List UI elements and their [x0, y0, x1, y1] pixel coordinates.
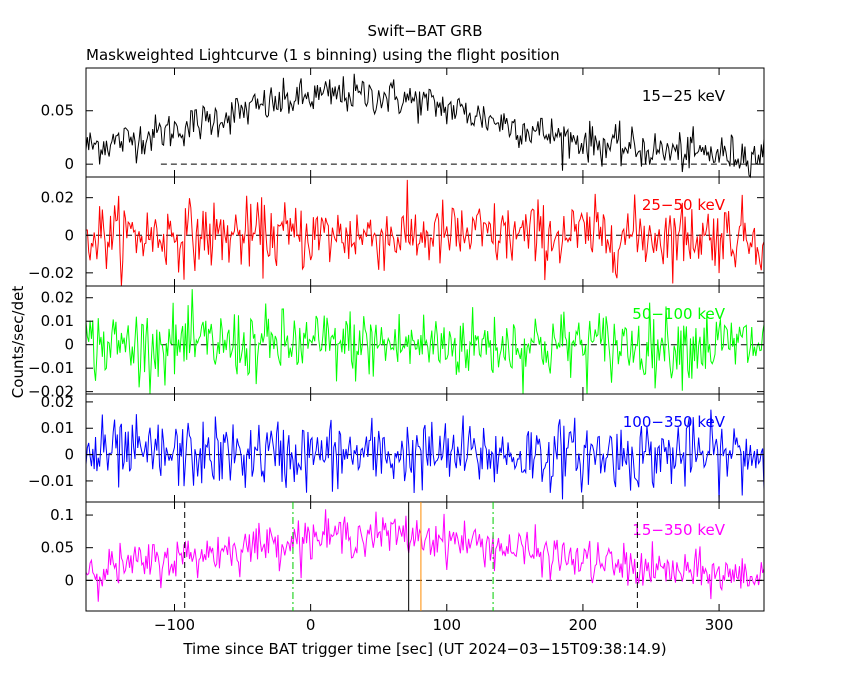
- panel-label: 15−350 keV: [632, 521, 725, 539]
- y-tick-label: 0: [64, 226, 74, 244]
- panel-frame: [85, 176, 765, 287]
- panel-frame: [85, 501, 765, 612]
- y-tick-label: 0.02: [41, 289, 74, 307]
- y-tick-label: −0.02: [28, 383, 74, 401]
- panel-2: −0.02 0 0.02 25−50 keV: [28, 176, 765, 287]
- chart-title: Swift−BAT GRB: [367, 22, 482, 40]
- panel-frame: [85, 67, 765, 178]
- panel-frame: [85, 393, 765, 503]
- y-tick-label: 0.01: [41, 419, 74, 437]
- y-tick-label: 0.1: [50, 506, 74, 524]
- series-line: [85, 73, 765, 179]
- y-tick-label: 0.05: [41, 102, 74, 120]
- y-tick-label: 0: [64, 155, 74, 173]
- y-tick-label: 0: [64, 446, 74, 464]
- x-tick-label: 300: [705, 616, 734, 634]
- panel-4: −0.01 0 0.01 0.02 100−350 keV: [28, 393, 765, 503]
- x-tick-label: 100: [432, 616, 461, 634]
- y-tick-label: 0.02: [41, 393, 74, 411]
- y-tick-label: 0: [64, 336, 74, 354]
- panel-label: 15−25 keV: [642, 87, 726, 105]
- panel-5: 0 0.05 0.1 15−350 keV: [41, 501, 765, 612]
- x-tick-label: 200: [569, 616, 598, 634]
- y-tick-label: 0: [64, 571, 74, 589]
- panel-3: −0.02 −0.01 0 0.01 0.02 50−100 keV: [28, 285, 765, 401]
- series-line: [85, 289, 765, 395]
- x-tick-label: −100: [154, 616, 195, 634]
- series-line: [86, 179, 765, 287]
- y-axis-label: Counts/sec/det: [9, 286, 27, 399]
- panel-1: 0 0.05 15−25 keV: [41, 67, 765, 179]
- y-tick-label: 0.01: [41, 312, 74, 330]
- series-line: [85, 509, 765, 602]
- y-tick-label: −0.02: [28, 264, 74, 282]
- y-tick-label: −0.01: [28, 472, 74, 490]
- series-line: [85, 409, 765, 503]
- y-tick-label: 0.05: [41, 539, 74, 557]
- y-tick-label: 0.02: [41, 189, 74, 207]
- y-tick-label: −0.01: [28, 359, 74, 377]
- panel-label: 50−100 keV: [632, 305, 725, 323]
- x-tick-label: 0: [306, 616, 316, 634]
- panel-label: 25−50 keV: [642, 196, 726, 214]
- chart-subtitle: Maskweighted Lightcurve (1 s binning) us…: [86, 46, 560, 64]
- x-axis-label: Time since BAT trigger time [sec] (UT 20…: [182, 640, 666, 658]
- panel-label: 100−350 keV: [623, 413, 726, 431]
